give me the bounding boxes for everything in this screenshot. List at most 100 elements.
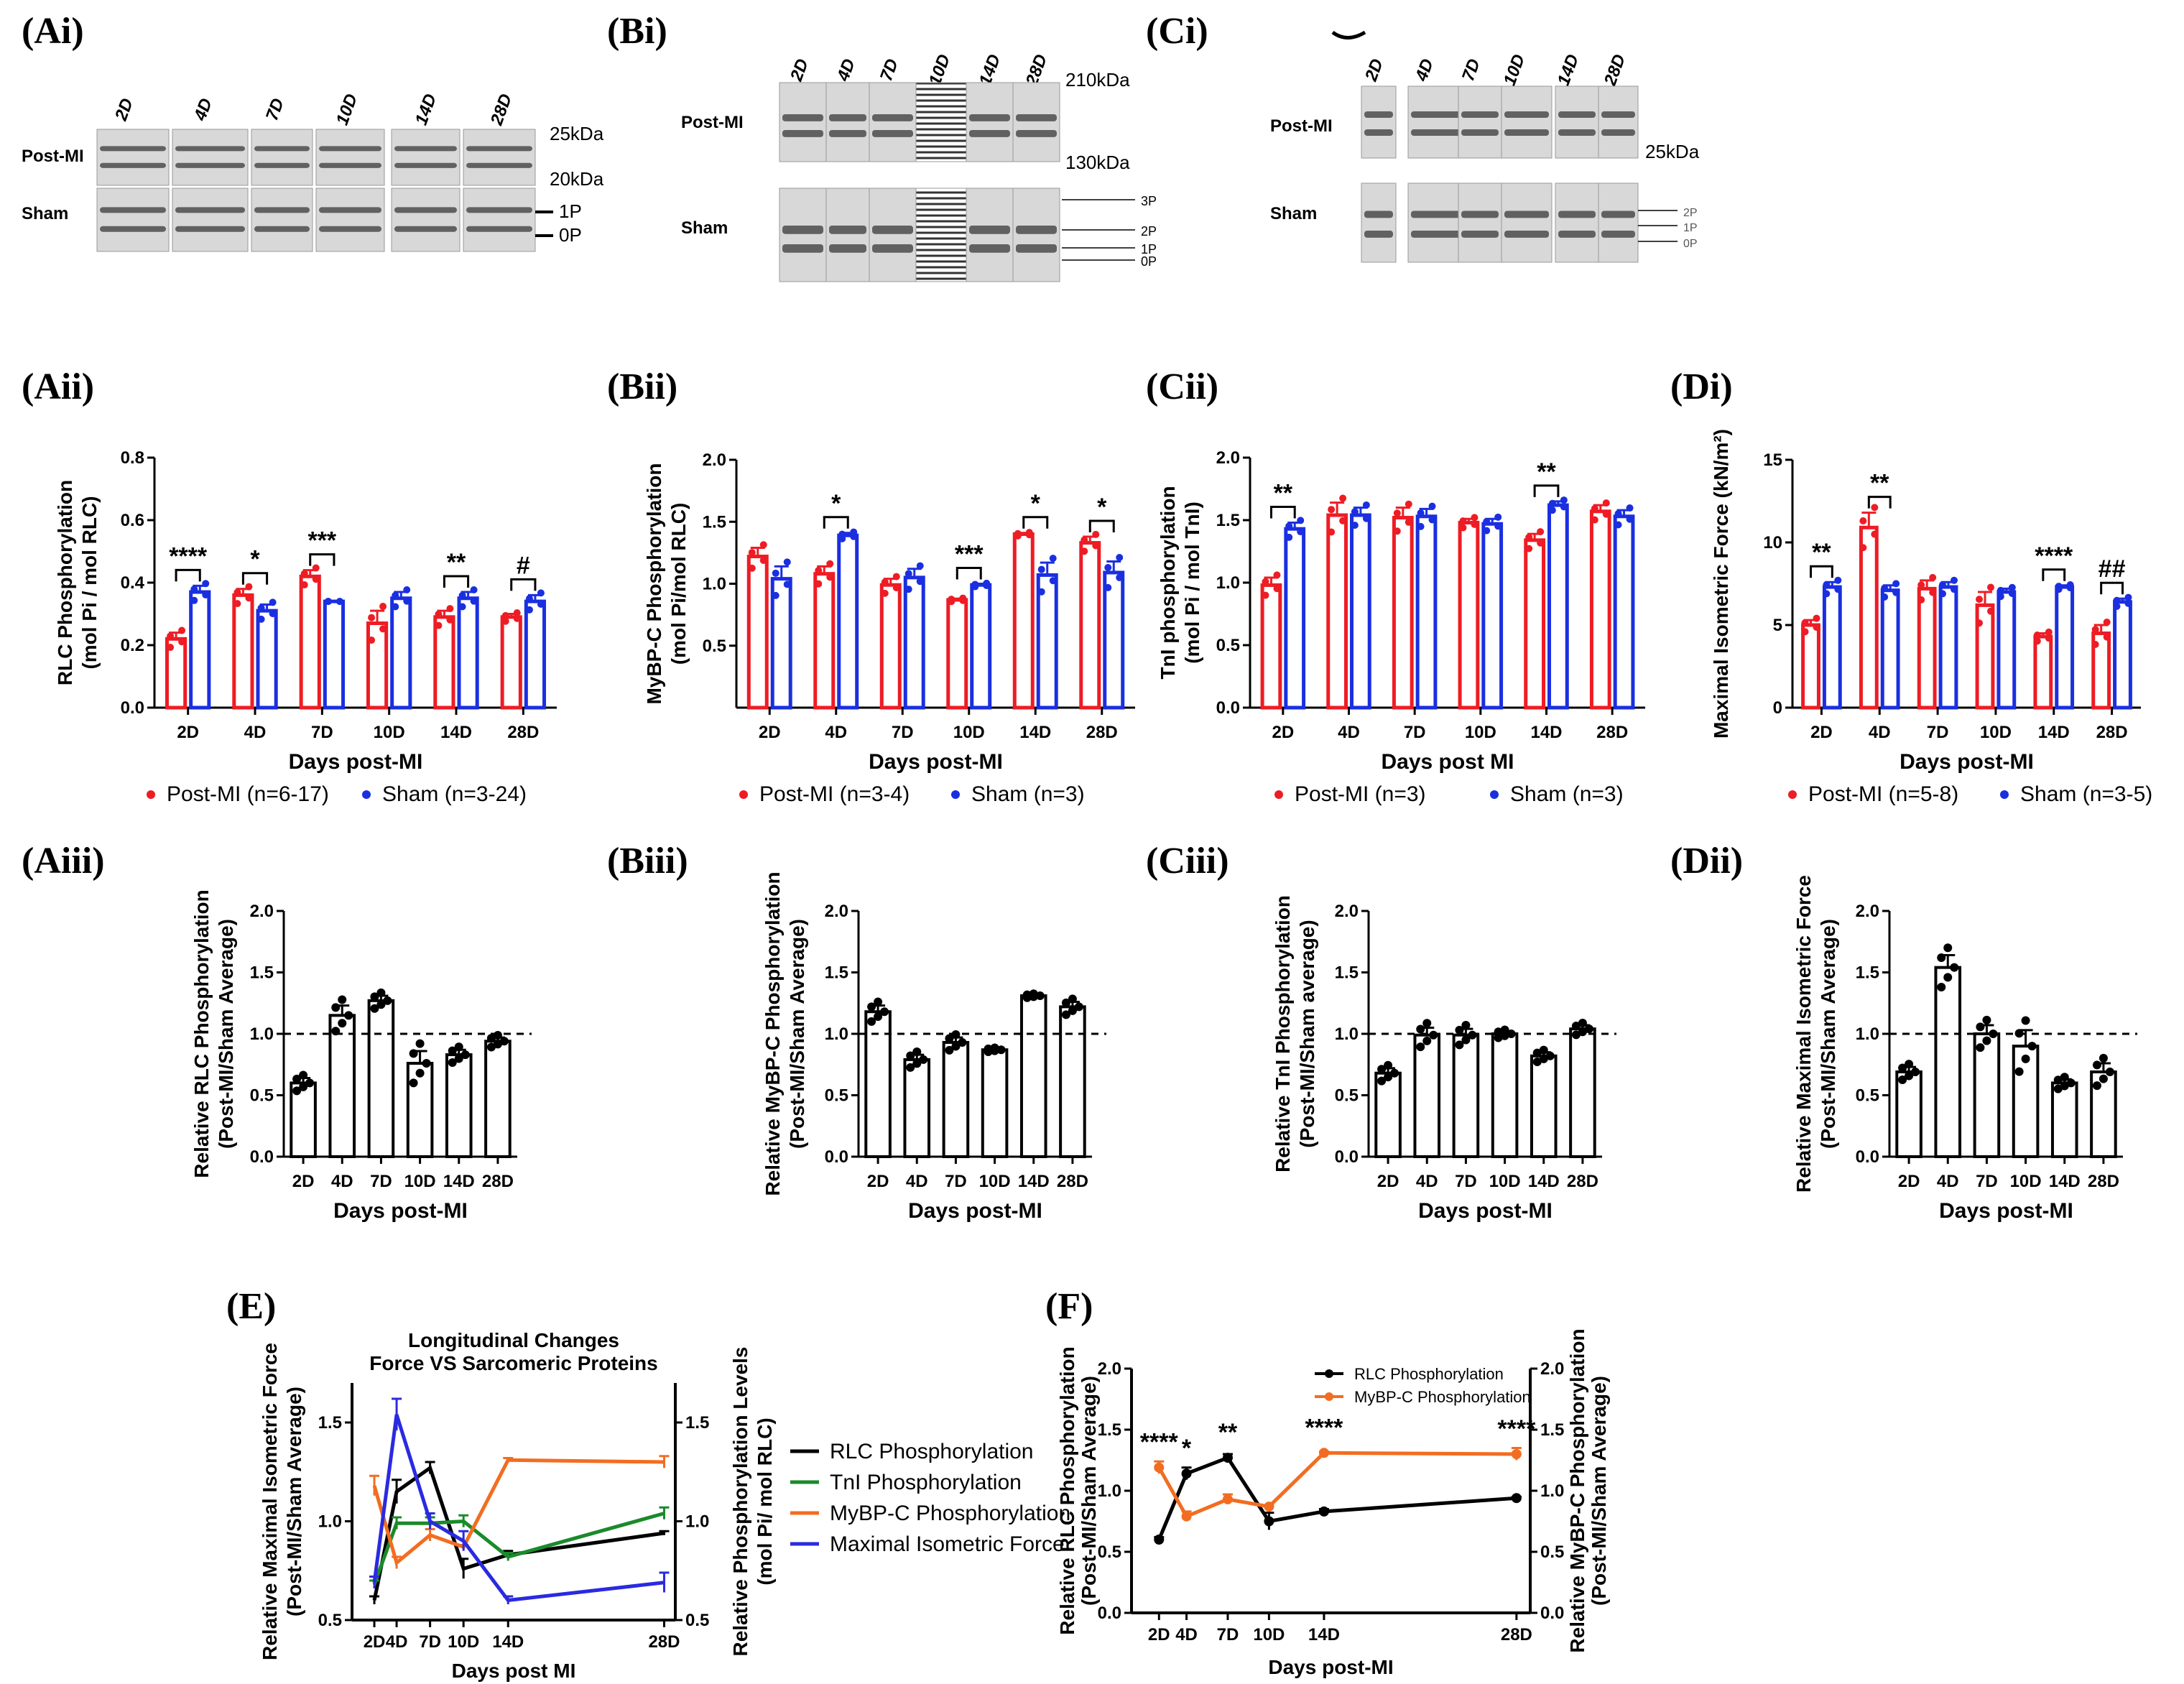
series-line	[372, 1458, 665, 1566]
data-point	[370, 992, 379, 1001]
data-point	[1911, 1068, 1920, 1077]
lane-label: 4D	[833, 56, 859, 84]
bar	[1569, 1027, 1596, 1159]
lane-label: 2D	[787, 56, 813, 84]
x-tick-label: 7D	[1404, 723, 1426, 742]
bar	[1374, 1071, 1402, 1158]
legend-marker	[951, 790, 960, 799]
bar	[1996, 590, 2017, 710]
blot-band	[394, 162, 457, 168]
chart-Aii: 0.00.20.40.60.82D 4D 7D 10D 14D 28D**** ******…	[54, 448, 557, 806]
y-tick-label: 1.5	[250, 963, 274, 983]
y-axis-label-line: (Post-MI/Sham Average)	[786, 919, 808, 1149]
lane-label: 2D	[111, 96, 137, 124]
blot-band	[1411, 129, 1463, 136]
legend-marker	[739, 790, 748, 799]
data-point	[2027, 1042, 2037, 1051]
y-tick-label: 1.0	[1098, 1481, 1121, 1501]
data-point	[1950, 963, 1959, 972]
legend-label: Maximal Isometric Force	[830, 1532, 1065, 1556]
legend-marker	[1490, 790, 1499, 799]
data-point	[1459, 517, 1467, 525]
y-tick-label: 2.0	[1098, 1359, 1121, 1379]
data-point	[2092, 1060, 2101, 1070]
data-point	[368, 614, 376, 621]
y2-axis-label-line: (Post-MI/Sham Average)	[1588, 1376, 1610, 1606]
y-axis-label-line: Maximal Isometric Force (kN/m²)	[1710, 429, 1732, 739]
data-point	[2113, 603, 2121, 611]
bar	[1801, 623, 1820, 710]
y-tick-label: 1.0	[1856, 1024, 1879, 1044]
blot-band	[100, 146, 166, 152]
data-point	[1591, 516, 1598, 524]
blot-strip	[172, 188, 249, 252]
data-point	[1823, 590, 1831, 598]
blot-band	[254, 226, 310, 232]
data-point	[1892, 580, 1900, 588]
y-tick-label: 0.5	[1856, 1086, 1879, 1106]
data-point	[1892, 588, 1900, 596]
legend-label: Post-MI (n=3)	[1295, 782, 1426, 806]
blot-band	[1461, 210, 1499, 218]
data-point	[772, 569, 779, 577]
data-point	[892, 584, 900, 592]
bar	[1103, 570, 1125, 710]
bar	[879, 583, 902, 710]
legend-label: Sham (n=3)	[971, 782, 1085, 806]
significance-bracket	[1088, 519, 1115, 532]
data-point	[305, 1078, 315, 1088]
band-label: 0P	[1141, 254, 1157, 269]
x-tick-label: 4D	[386, 1632, 408, 1652]
data-point	[292, 1086, 302, 1096]
data-point	[874, 997, 883, 1007]
x-tick-label: 10D	[374, 723, 405, 742]
data-point	[1068, 1006, 1077, 1015]
y2-tick-label: 1.0	[1540, 1481, 1564, 1501]
y2-tick-label: 2.0	[1540, 1359, 1564, 1379]
data-point	[1262, 578, 1269, 586]
blot-band	[1461, 111, 1499, 118]
data-point	[1416, 1042, 1425, 1052]
bar	[1284, 527, 1306, 710]
data-point	[245, 594, 253, 602]
data-point	[233, 588, 241, 596]
data-point	[1614, 521, 1622, 529]
data-point	[1061, 998, 1070, 1007]
data-point	[167, 644, 175, 652]
data-point	[2033, 637, 2041, 645]
y-axis-label: Relative Maximal Isometric Force (Post-MI…	[259, 1343, 305, 1660]
data-point	[2099, 1074, 2108, 1083]
bar	[903, 575, 925, 710]
data-point	[1297, 528, 1305, 536]
bar	[1934, 966, 1962, 1159]
legend-marker	[362, 790, 371, 799]
blot-strip	[825, 188, 870, 282]
y-tick-label: 0.0	[1856, 1147, 1879, 1167]
y2-tick-label: 0.5	[1540, 1542, 1564, 1562]
blot-band	[175, 146, 245, 152]
blot-strip	[1555, 182, 1599, 263]
blot-strip	[915, 188, 967, 282]
data-point	[1602, 499, 1610, 507]
y-tick-label: 0.5	[250, 1086, 274, 1106]
data-point	[190, 586, 198, 593]
bar	[2012, 1045, 2040, 1158]
y-axis-label-line: (Post-MI/Sham Average)	[1817, 919, 1839, 1149]
data-point	[448, 1046, 457, 1055]
data-point	[1943, 973, 1953, 982]
data-point	[202, 580, 210, 588]
x-tick-label: 28D	[2096, 723, 2128, 742]
bar	[1973, 1032, 2001, 1158]
data-point	[1996, 593, 2004, 601]
blot-band	[1364, 210, 1393, 218]
x-tick-label: 14D	[1530, 723, 1562, 742]
x-tick-label: 10D	[1489, 1172, 1521, 1191]
data-point	[1416, 1024, 1425, 1034]
row-label-sham: Sham	[22, 204, 68, 223]
bar	[256, 609, 278, 710]
y-tick-label: 2.0	[250, 902, 274, 921]
y-axis-label-line: TnI phosphorylation	[1157, 486, 1179, 679]
y-axis-label-line: Relative Maximal Isometric Force	[1792, 875, 1815, 1193]
data-point	[2055, 583, 2063, 591]
y-axis-label-line: Relative MyBP-C Phosphorylation	[762, 871, 784, 1195]
